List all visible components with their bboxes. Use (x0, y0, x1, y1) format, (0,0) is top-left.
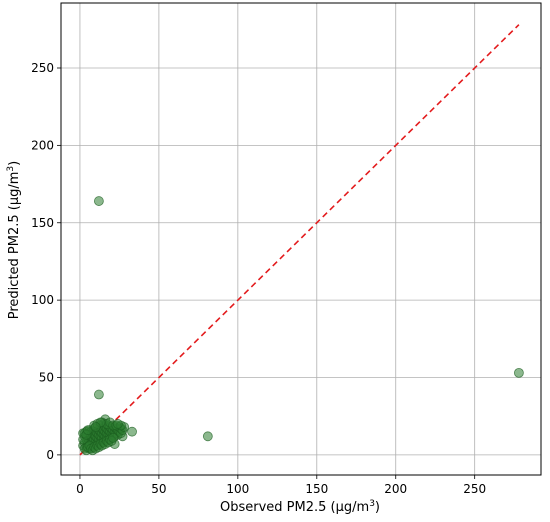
scatter-points (78, 196, 524, 456)
y-tick-label: 100 (31, 293, 54, 307)
data-point (108, 432, 119, 443)
identity-line-layer (79, 24, 520, 456)
x-tick-label: 250 (463, 482, 486, 496)
x-tick-label: 200 (384, 482, 407, 496)
data-point (127, 426, 137, 437)
x-axis-label: Observed PM2.5 (μg/m3) (220, 499, 380, 515)
data-point (93, 196, 104, 206)
y-tick-label: 0 (46, 448, 54, 462)
y-tick-label: 200 (31, 138, 54, 152)
plot-frame (60, 2, 542, 476)
identity-reference-line (79, 24, 520, 456)
data-point (202, 431, 213, 442)
data-point (112, 419, 123, 429)
y-tick-label: 50 (39, 371, 54, 385)
x-tick-label: 0 (76, 482, 84, 496)
y-axis-label: Predicted PM2.5 (μg/m3) (6, 161, 22, 319)
data-point (513, 367, 524, 378)
x-tick-label: 100 (226, 482, 249, 496)
axis-ticks: 0 50 100 150 200 250 0 50 100 150 200 250 (31, 61, 486, 496)
data-point (93, 389, 104, 400)
x-tick-label: 150 (305, 482, 328, 496)
grid-lines (61, 3, 541, 475)
y-tick-label: 250 (31, 61, 54, 75)
x-tick-label: 50 (151, 482, 166, 496)
y-tick-label: 150 (31, 216, 54, 230)
data-point (90, 422, 101, 432)
